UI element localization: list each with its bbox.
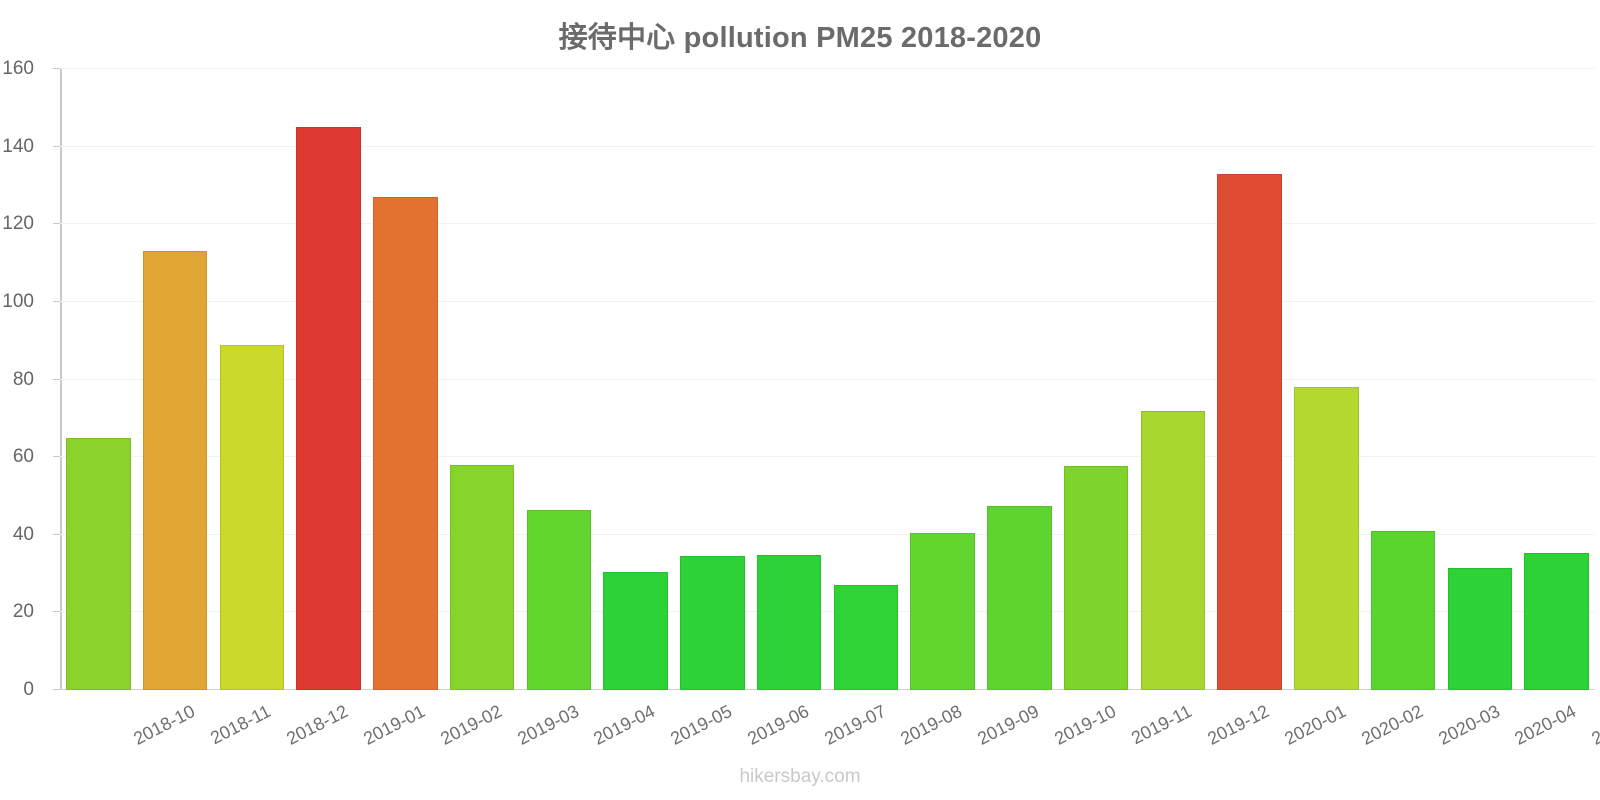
bar-slot[interactable] — [290, 69, 367, 690]
y-tick-label: 20 — [12, 601, 34, 623]
x-tick-label: 2019-09 — [974, 701, 1043, 749]
bar-slot[interactable] — [1288, 69, 1365, 690]
gridline — [60, 533, 1595, 535]
bar-slot[interactable] — [1442, 69, 1519, 690]
x-tick-label: 2018-12 — [283, 701, 352, 749]
bar-2018-10[interactable] — [66, 437, 131, 690]
y-axis-line — [59, 69, 62, 690]
bar-2019-11[interactable] — [1063, 466, 1129, 690]
x-tick-label: 2018-10 — [130, 701, 199, 749]
bars-layer — [60, 69, 1595, 690]
chart-title: 接待中心 pollution PM25 2018-2020 — [558, 22, 1042, 54]
y-tick-label: 100 — [2, 290, 34, 312]
x-tick-label: 2018-11 — [206, 701, 274, 749]
bar-2019-08[interactable] — [833, 585, 899, 690]
gridline — [60, 300, 1595, 302]
y-tick-mark — [53, 300, 60, 302]
bar-slot[interactable] — [60, 69, 137, 690]
bar-2019-04[interactable] — [526, 509, 592, 690]
bar-2019-02[interactable] — [373, 197, 438, 690]
y-tick-label: 120 — [2, 213, 34, 235]
gridline — [60, 378, 1595, 380]
bar-slot[interactable] — [674, 69, 751, 690]
bar-2020-05[interactable] — [1524, 553, 1589, 690]
x-tick-label: 2019-11 — [1127, 701, 1195, 749]
gridline — [60, 689, 1595, 690]
bar-slot[interactable] — [904, 69, 981, 690]
y-tick-label: 160 — [2, 58, 34, 79]
gridline — [60, 611, 1595, 613]
bar-slot[interactable] — [214, 69, 291, 690]
bar-2020-01[interactable] — [1217, 173, 1282, 690]
y-tick-label: 80 — [12, 368, 34, 390]
x-tick-label: 2020-04 — [1511, 701, 1580, 749]
bar-2019-10[interactable] — [987, 505, 1052, 690]
x-tick-label: 2019-02 — [437, 701, 506, 749]
bar-2019-06[interactable] — [680, 556, 745, 690]
y-tick-mark — [53, 456, 60, 458]
x-tick-label: 2019-04 — [590, 701, 659, 749]
bar-slot[interactable] — [1058, 69, 1135, 690]
x-tick-label: 2019-12 — [1204, 701, 1273, 749]
y-tick-mark — [53, 145, 60, 147]
bar-slot[interactable] — [1518, 69, 1595, 690]
bar-2019-07[interactable] — [756, 555, 822, 690]
bar-slot[interactable] — [444, 69, 521, 690]
x-tick-label: 2019-08 — [897, 701, 966, 749]
bar-slot[interactable] — [751, 69, 828, 690]
x-tick-label: 2019-10 — [1051, 701, 1120, 749]
y-tick-label: 60 — [12, 446, 34, 468]
bar-slot[interactable] — [1135, 69, 1212, 690]
bar-2019-12[interactable] — [1140, 410, 1206, 690]
bar-slot[interactable] — [981, 69, 1058, 690]
bar-2020-02[interactable] — [1294, 387, 1359, 690]
bar-slot[interactable] — [137, 69, 214, 690]
y-tick-label: 140 — [2, 135, 34, 157]
gridline — [60, 68, 1595, 69]
y-tick-mark — [53, 68, 60, 69]
gridline — [60, 223, 1595, 225]
gridline — [60, 145, 1595, 147]
bar-2019-01[interactable] — [296, 127, 361, 690]
x-tick-label: 2019-01 — [360, 701, 429, 749]
x-tick-label: 2019-03 — [513, 701, 582, 749]
y-tick-mark — [53, 533, 60, 535]
y-tick-label: 40 — [12, 523, 34, 545]
bar-2019-05[interactable] — [603, 571, 668, 690]
y-tick-mark — [53, 611, 60, 613]
bar-2020-03[interactable] — [1370, 530, 1436, 690]
watermark-hikersbay: hikersbay.com — [739, 766, 861, 787]
bar-2019-09[interactable] — [910, 532, 975, 690]
y-tick-mark — [53, 378, 60, 380]
x-tick-label: 2019-05 — [667, 701, 736, 749]
bar-2020-04[interactable] — [1447, 567, 1513, 690]
y-tick-label: 0 — [23, 679, 34, 700]
bar-slot[interactable] — [1211, 69, 1288, 690]
x-tick-label: 2020-02 — [1358, 701, 1427, 749]
bar-slot[interactable] — [1365, 69, 1442, 690]
bar-2018-11[interactable] — [142, 251, 208, 690]
y-tick-mark — [53, 223, 60, 225]
y-tick-mark — [53, 689, 60, 690]
x-tick-label: 2020-05 — [1588, 701, 1600, 749]
x-tick-label: 2020-01 — [1281, 701, 1350, 749]
bar-slot[interactable] — [597, 69, 674, 690]
plot-area — [53, 68, 1595, 690]
x-tick-label: 2019-06 — [744, 701, 813, 749]
bar-2018-12[interactable] — [219, 344, 285, 690]
x-axis-tick-labels: 2018-10 2018-11 2018-12 2019-01 2019-02 2019-… — [60, 693, 1600, 763]
x-tick-label: 2019-07 — [820, 701, 889, 749]
bar-slot[interactable] — [521, 69, 598, 690]
x-tick-label: 2020-03 — [1434, 701, 1503, 749]
bar-2019-03[interactable] — [449, 464, 515, 690]
bar-slot[interactable] — [828, 69, 905, 690]
gridline — [60, 456, 1595, 458]
bar-slot[interactable] — [367, 69, 444, 690]
